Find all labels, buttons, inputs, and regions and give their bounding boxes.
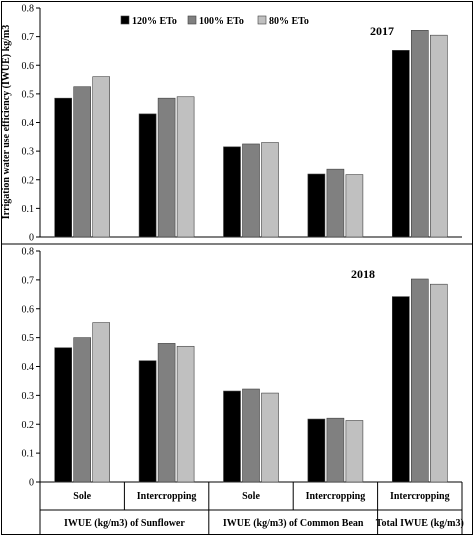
bar: [410, 30, 429, 238]
x-category-label: Intercropping: [306, 491, 366, 502]
year-label: 2017: [370, 24, 394, 38]
bar: [92, 76, 110, 238]
legend-swatch: [120, 15, 130, 25]
bar: [54, 347, 73, 483]
bar: [242, 143, 260, 238]
y-tick-label: 0.4: [22, 362, 35, 373]
bar: [391, 50, 410, 238]
y-tick-label: 0.3: [22, 391, 35, 402]
y-tick-label: 0.7: [22, 32, 35, 43]
bar: [391, 296, 410, 483]
bar: [54, 97, 73, 238]
legend-swatch: [187, 15, 197, 25]
bar: [429, 283, 448, 483]
bar: [345, 174, 364, 238]
y-tick-label: 0.6: [22, 304, 35, 315]
year-label: 2018: [351, 267, 375, 281]
bar: [261, 142, 279, 238]
bar: [73, 337, 91, 483]
bar: [92, 322, 110, 483]
y-tick-label: 0: [29, 233, 34, 244]
bar: [345, 420, 364, 483]
x-category-label: Sole: [73, 491, 91, 502]
x-category-label: Sole: [242, 491, 260, 502]
bar: [410, 278, 429, 483]
bar: [157, 97, 176, 238]
bar: [223, 146, 241, 238]
y-tick-label: 0.5: [22, 89, 35, 100]
y-tick-label: 0.3: [22, 147, 35, 158]
y-tick-label: 0.8: [22, 4, 35, 15]
y-tick-label: 0.4: [22, 118, 35, 129]
bar: [261, 392, 279, 483]
y-tick-label: 0.1: [22, 449, 35, 460]
legend-swatch: [257, 15, 267, 25]
x-category-label: Intercropping: [390, 491, 450, 502]
y-tick-label: 0.1: [22, 204, 35, 215]
y-tick-label: 0.8: [22, 247, 35, 258]
x-group-label: IWUE (kg/m3) of Sunflower: [64, 518, 185, 529]
legend-label: 100% ETo: [199, 16, 244, 27]
bar: [176, 96, 195, 238]
bar: [429, 34, 448, 238]
bar: [176, 345, 195, 483]
bar: [138, 360, 157, 483]
bar: [326, 168, 345, 238]
x-category-label: Intercropping: [137, 491, 197, 502]
bar: [242, 388, 260, 483]
legend-label: 80% ETo: [269, 16, 309, 27]
y-axis-title: Irrigation water use efficiency (IWUE) k…: [1, 25, 12, 220]
bar: [307, 173, 326, 238]
y-tick-label: 0: [29, 478, 34, 489]
bar: [157, 343, 176, 483]
bar: [73, 86, 91, 238]
x-group-label: IWUE (kg/m3) of Common Bean: [223, 518, 364, 529]
y-tick-label: 0.2: [22, 175, 35, 186]
legend-label: 120% ETo: [132, 16, 177, 27]
bar: [223, 390, 241, 483]
y-tick-label: 0.6: [22, 61, 35, 72]
y-tick-label: 0.7: [22, 275, 35, 286]
bar: [138, 113, 157, 238]
bar: [307, 418, 326, 483]
bar: [326, 417, 345, 483]
y-tick-label: 0.2: [22, 420, 35, 431]
y-tick-label: 0.5: [22, 333, 35, 344]
x-group-label: Total IWUE (kg/m3): [376, 518, 464, 529]
